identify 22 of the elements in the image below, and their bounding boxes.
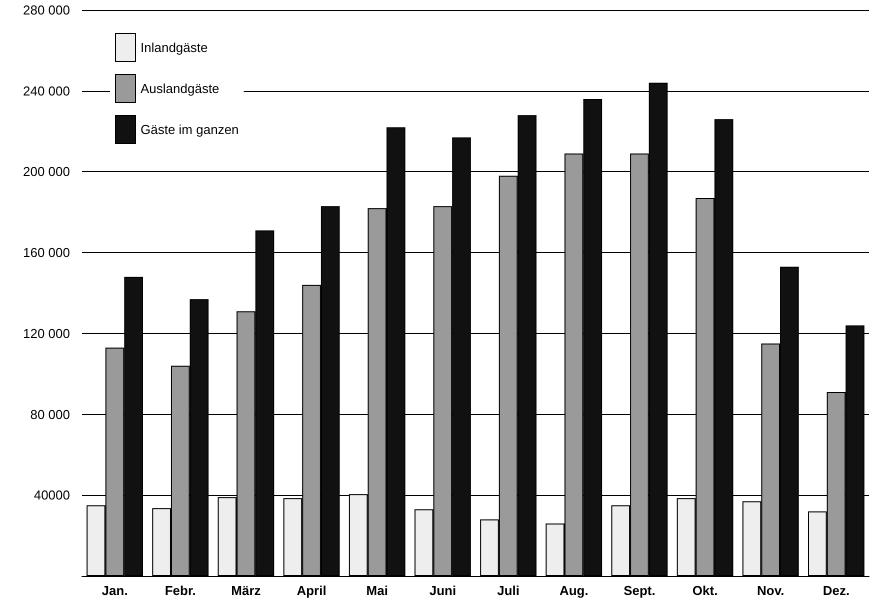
x-tick-label: Mai (366, 583, 388, 598)
x-tick-label: Dez. (822, 583, 850, 598)
y-tick-label: 200 000 (23, 164, 70, 180)
x-tick-label: März (231, 583, 262, 598)
y-tick-label: 280 000 (23, 2, 70, 18)
legend-label: Gäste im ganzen (140, 122, 239, 137)
x-tick-label: April (296, 583, 326, 598)
x-tick-label: Aug. (559, 583, 588, 598)
x-tick-label: Sept. (624, 583, 656, 598)
legend-label: Inlandgäste (140, 40, 208, 55)
legend-label: Auslandgäste (140, 81, 220, 96)
y-tick-label: 40000 (34, 488, 70, 503)
y-tick-label: 240 000 (23, 83, 70, 98)
x-tick-label: Jan. (102, 583, 128, 598)
x-tick-label: Nov. (757, 583, 784, 598)
y-tick-label: 80 000 (30, 406, 70, 422)
x-tick-label: Juni (429, 583, 456, 598)
x-tick-label: Okt. (692, 583, 718, 598)
y-tick-label: 120 000 (23, 326, 70, 341)
y-tick-label: 160 000 (23, 245, 70, 260)
x-tick-label: Juli (497, 583, 520, 598)
x-tick-label: Febr. (164, 583, 196, 598)
